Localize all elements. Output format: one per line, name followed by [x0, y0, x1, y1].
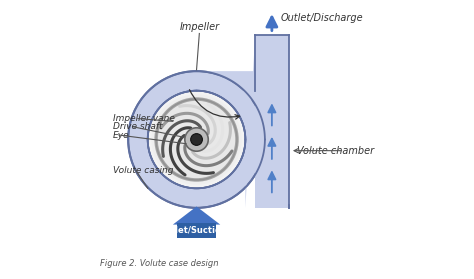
- Text: Drive shaft: Drive shaft: [113, 122, 162, 131]
- Text: Volute chamber: Volute chamber: [297, 146, 374, 156]
- Text: Impeller vane: Impeller vane: [113, 114, 175, 123]
- Polygon shape: [173, 206, 220, 225]
- Polygon shape: [197, 35, 255, 208]
- Circle shape: [148, 91, 246, 188]
- Text: Figure 2. Volute case design: Figure 2. Volute case design: [100, 259, 219, 268]
- Text: Outlet/Discharge: Outlet/Discharge: [280, 13, 363, 23]
- Circle shape: [191, 134, 202, 145]
- Circle shape: [154, 97, 239, 182]
- Text: Eye: Eye: [113, 131, 129, 140]
- Circle shape: [156, 99, 237, 180]
- Text: Volute casing: Volute casing: [113, 166, 173, 175]
- Circle shape: [149, 92, 245, 187]
- FancyBboxPatch shape: [177, 223, 216, 238]
- Polygon shape: [255, 35, 289, 208]
- Circle shape: [185, 128, 208, 151]
- Polygon shape: [197, 71, 289, 208]
- Circle shape: [156, 99, 237, 180]
- Circle shape: [128, 71, 265, 208]
- Text: Inlet/Suction: Inlet/Suction: [166, 226, 227, 235]
- Circle shape: [151, 94, 242, 185]
- Text: Impeller: Impeller: [179, 22, 219, 32]
